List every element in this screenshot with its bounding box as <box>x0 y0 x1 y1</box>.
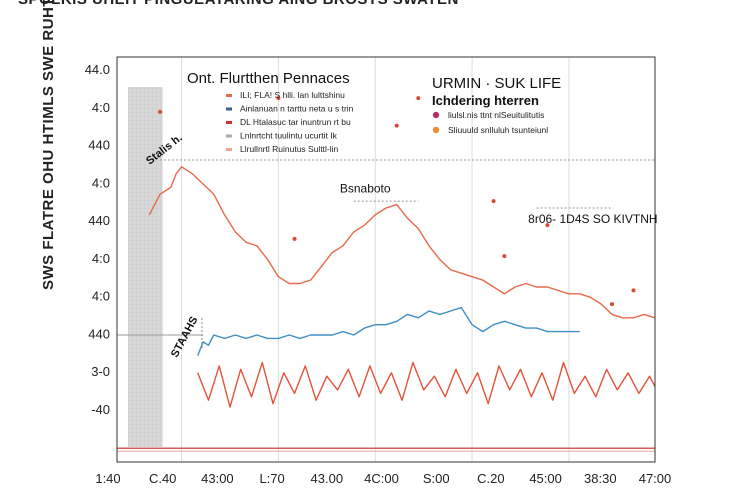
legend-right-marker <box>432 111 440 119</box>
legend-right-label: liulsl.nis ttnt nlSeuitulitutis <box>448 110 544 120</box>
legend-left-label: Llrullnrtl Ruinutus Sulttl-lin <box>240 144 339 154</box>
legend-left-swatch <box>226 148 232 151</box>
x-tick-label: 1:40 <box>95 471 120 486</box>
y-tick-label: 440 <box>88 213 110 228</box>
series-line-1 <box>197 306 580 356</box>
scatter-point <box>292 236 297 241</box>
y-tick-label: 4:0 <box>92 289 110 304</box>
legend-left-label: DL Htalasuc tar inuntrun rt bu <box>240 117 351 127</box>
y-tick-label: 44.0 <box>85 62 110 77</box>
x-tick-label: 43:00 <box>201 471 234 486</box>
x-tick-label: C.40 <box>149 471 176 486</box>
y-tick-label: 4:0 <box>92 251 110 266</box>
scatter-point <box>394 123 399 128</box>
legend-right-marker <box>432 126 440 134</box>
y-tick-label: 4:0 <box>92 175 110 190</box>
x-tick-label: 43.00 <box>311 471 344 486</box>
x-tick-label: S:00 <box>423 471 450 486</box>
x-tick-label: 47:00 <box>639 471 672 486</box>
annotation: Bsnaboto <box>340 181 391 195</box>
legend-left-label: Lnlnrtcht tuulintu ucurtit Ik <box>240 131 338 141</box>
legend-left-swatch <box>226 94 232 97</box>
scatter-point <box>631 288 636 293</box>
legend-left-swatch <box>226 121 232 124</box>
y-tick-label: -40 <box>91 402 110 417</box>
y-tick-label: 440 <box>88 326 110 341</box>
legend-right-title: URMIN · SUK LIFE <box>432 75 561 92</box>
scatter-point <box>502 254 507 259</box>
scatter-point <box>609 302 614 307</box>
x-tick-label: 45:00 <box>529 471 562 486</box>
shaded-region <box>128 87 163 447</box>
series-line-0 <box>148 166 656 319</box>
scatter-point <box>491 199 496 204</box>
legend-right-subtitle: Ichdering hterren <box>432 93 539 108</box>
scatter-point <box>158 109 163 114</box>
legend-left-label: Ainlanuan n tarttu neta u s trin <box>240 104 354 114</box>
series-line-2 <box>197 361 656 408</box>
legend-right-label: Sliuuuld snlluluh tsunteiunl <box>448 125 548 135</box>
y-tick-label: 440 <box>88 138 110 153</box>
annotation: STAAHS <box>169 315 200 360</box>
scatter-point <box>276 96 281 101</box>
scatter-point <box>416 96 421 101</box>
scatter-point <box>545 223 550 228</box>
x-tick-label: 38:30 <box>584 471 617 486</box>
chart-title: SPOLKIS UHEIT PINGUEATARING AING BROSTS … <box>18 0 459 8</box>
plot-frame <box>116 56 656 463</box>
x-tick-label: C.20 <box>477 471 504 486</box>
y-tick-label: 4:0 <box>92 100 110 115</box>
legend-left-swatch <box>226 134 232 138</box>
annotation: 8r06- 1D4S SO KIVTNH <box>528 212 657 226</box>
legend-left-title: Ont. Flurtthen Pennaces <box>187 70 350 87</box>
x-tick-label: 4C:00 <box>364 471 399 486</box>
x-tick-label: L:70 <box>259 471 284 486</box>
y-tick-label: 3-0 <box>91 364 110 379</box>
legend-left-swatch <box>226 107 232 111</box>
legend-left-label: ILI; FLA! S hlli. lan lulttshinu <box>240 90 345 100</box>
